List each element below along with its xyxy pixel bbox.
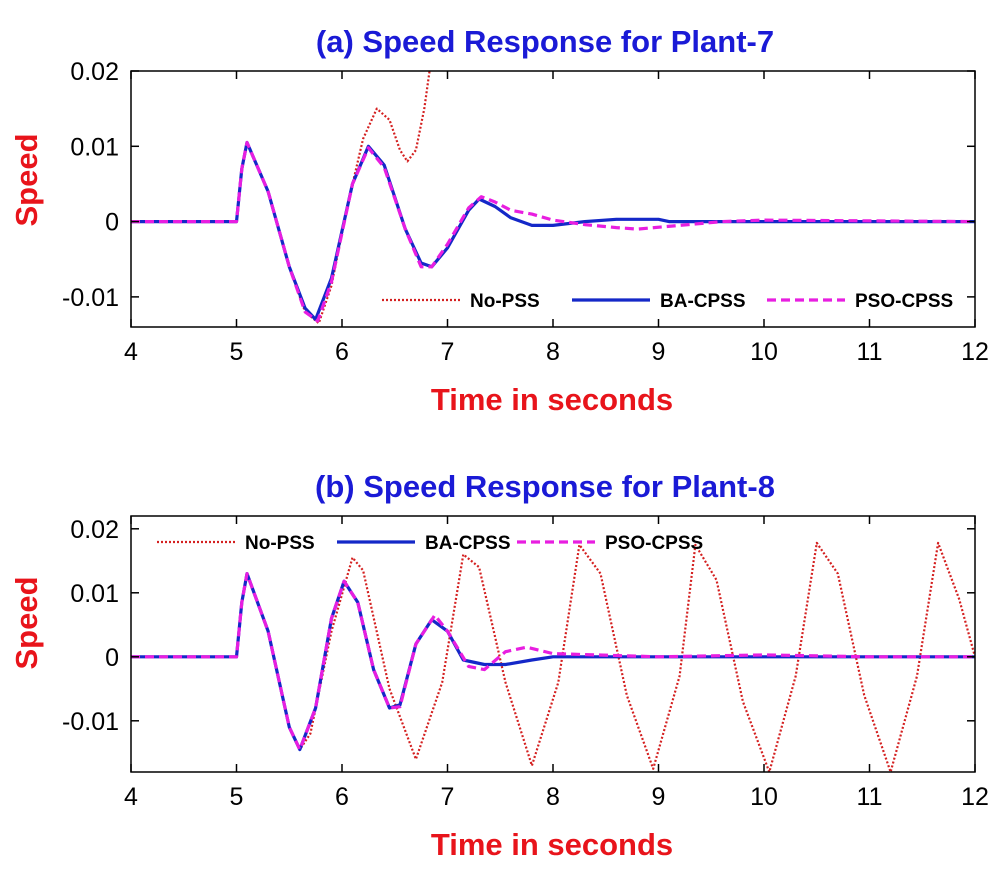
chart-a-x-axis-label: Time in seconds bbox=[431, 382, 673, 417]
chart-b-x-tick-label: 11 bbox=[857, 783, 883, 811]
chart-a-y-tick-label: -0.01 bbox=[62, 284, 119, 312]
chart-a: (a) Speed Response for Plant-7 Speed Tim… bbox=[9, 24, 989, 417]
chart-a-x-tick-label: 6 bbox=[335, 338, 349, 366]
chart-b-x-tick-label: 4 bbox=[124, 783, 138, 811]
chart-a-legend-label-no-pss: No-PSS bbox=[470, 291, 540, 312]
chart-a-x-tick-label: 4 bbox=[124, 338, 138, 366]
chart-a-y-tick-label: 0.01 bbox=[70, 133, 119, 161]
chart-a-y-axis-label: Speed bbox=[9, 133, 44, 226]
chart-a-x-tick-label: 12 bbox=[961, 338, 989, 366]
chart-a-x-tick-label: 9 bbox=[652, 338, 666, 366]
chart-b-y-tick-label: 0 bbox=[105, 644, 119, 672]
chart-a-y-tick-label: 0 bbox=[105, 209, 119, 237]
chart-a-x-tick-label: 8 bbox=[546, 338, 560, 366]
chart-a-x-tick-label: 10 bbox=[750, 338, 778, 366]
chart-b-x-axis-label: Time in seconds bbox=[431, 827, 673, 862]
chart-a-plot-frame bbox=[130, 70, 976, 328]
chart-b-y-tick-label: 0.01 bbox=[70, 580, 119, 608]
chart-a-x-tick-label: 5 bbox=[230, 338, 244, 366]
chart-a-legend-label-ba-cpss: BA-CPSS bbox=[660, 291, 746, 312]
chart-b-x-tick-label: 5 bbox=[230, 783, 244, 811]
chart-a-series-ba-cpss bbox=[131, 140, 975, 322]
chart-b-plot-frame bbox=[130, 515, 976, 773]
chart-a-x-tick-label: 7 bbox=[441, 338, 455, 366]
chart-b-x-tick-label: 6 bbox=[335, 783, 349, 811]
chart-b-y-axis-label: Speed bbox=[9, 576, 44, 669]
chart-b-y-tick-label: 0.02 bbox=[70, 516, 119, 544]
chart-a-series-no-pss bbox=[131, 71, 431, 325]
chart-b: (b) Speed Response for Plant-8 Speed Tim… bbox=[9, 469, 989, 862]
chart-b-legend-label-pso-cpss: PSO-CPSS bbox=[605, 533, 703, 554]
chart-b-legend-label-ba-cpss: BA-CPSS bbox=[425, 533, 511, 554]
chart-b-y-tick-label: -0.01 bbox=[62, 708, 119, 736]
chart-a-legend-label-pso-cpss: PSO-CPSS bbox=[855, 291, 953, 312]
chart-a-x-tick-label: 11 bbox=[857, 338, 883, 366]
chart-b-x-tick-label: 9 bbox=[652, 783, 666, 811]
chart-b-x-tick-label: 7 bbox=[441, 783, 455, 811]
chart-b-x-tick-label: 12 bbox=[961, 783, 989, 811]
chart-a-title: (a) Speed Response for Plant-7 bbox=[316, 24, 774, 59]
chart-b-x-tick-label: 8 bbox=[546, 783, 560, 811]
chart-a-y-tick-label: 0.02 bbox=[70, 58, 119, 86]
chart-b-series-pso-cpss bbox=[131, 571, 975, 752]
chart-a-series-pso-cpss bbox=[131, 140, 975, 323]
chart-b-x-tick-label: 10 bbox=[750, 783, 778, 811]
chart-b-legend-label-no-pss: No-PSS bbox=[245, 533, 315, 554]
chart-b-title: (b) Speed Response for Plant-8 bbox=[315, 469, 775, 504]
